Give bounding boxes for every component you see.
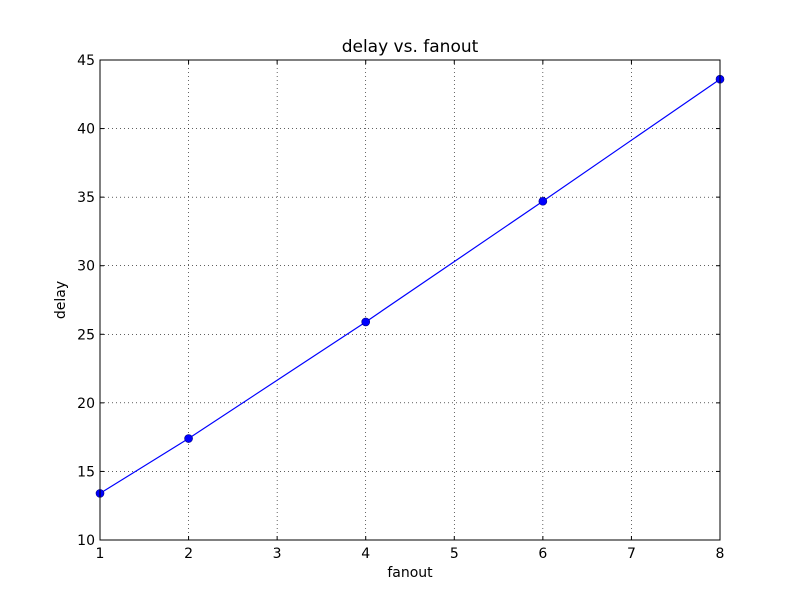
y-tick-label: 10 [77,533,95,549]
chart-title: delay vs. fanout [342,37,479,57]
plot-frame [99,59,721,541]
data-point [361,317,371,327]
data-point [538,196,548,206]
y-tick-label: 45 [77,53,95,69]
y-tick-label: 35 [77,190,95,206]
x-tick-label: 2 [184,546,193,562]
x-tick-label: 6 [538,546,547,562]
x-tick-label: 3 [273,546,282,562]
y-tick-label: 20 [77,396,95,412]
y-tick-label: 30 [77,259,95,275]
x-tick-label: 5 [450,546,459,562]
plot-area-background [100,60,720,540]
x-tick-label: 8 [716,546,725,562]
y-tick-labels: 10 15 20 25 30 35 40 45 [77,53,95,549]
x-tick-label: 7 [627,546,636,562]
x-axis-label: fanout [387,565,433,581]
y-tick-label: 25 [77,327,95,343]
y-axis-label: delay [53,281,69,319]
x-tick-label: 1 [96,546,105,562]
data-point [184,434,193,443]
y-tick-label: 15 [77,464,95,480]
x-tick-labels: 1 2 3 4 5 6 7 8 [96,546,725,562]
x-tick-label: 4 [361,546,370,562]
y-tick-label: 40 [77,122,95,138]
